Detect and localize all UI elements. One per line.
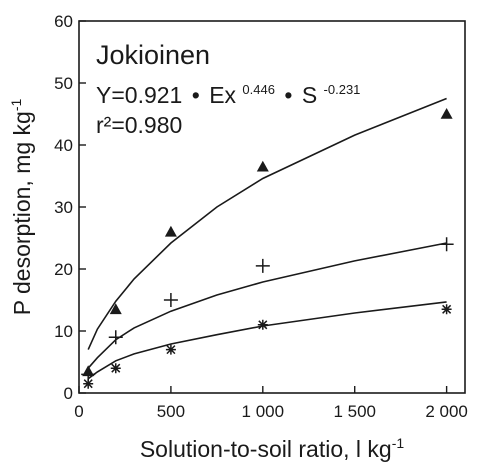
point-triangle [164, 225, 177, 237]
equation-dot-2: • [284, 82, 292, 108]
fit-line-star [87, 301, 447, 380]
point-star [441, 304, 452, 315]
fit-lines [87, 97, 447, 380]
x-tick-label: 500 [157, 402, 185, 421]
fit-line-triangle [87, 97, 447, 350]
y-tick-label: 60 [54, 12, 73, 31]
y-axis-title: P desorption, mg kg-1 [8, 98, 35, 315]
y-axis-title-exponent: -1 [8, 98, 24, 111]
point-plus [439, 237, 454, 252]
equation-coefficient: Y=0.921 [96, 82, 182, 108]
site-name: Jokioinen [96, 40, 210, 70]
point-plus [108, 330, 123, 345]
equation-dot: • [192, 82, 200, 108]
y-tick-label: 0 [64, 384, 73, 403]
x-tick-label: 1 500 [333, 402, 376, 421]
point-triangle [109, 303, 122, 315]
equation-ex: Ex [209, 82, 236, 108]
point-star [110, 363, 121, 374]
y-tick-label: 40 [54, 136, 73, 155]
point-triangle [256, 160, 269, 172]
point-plus [255, 258, 270, 273]
point-plus [163, 293, 178, 307]
axis-ticks: 0 500 1 000 1 500 2 000 0 10 20 30 40 50 60 [54, 12, 468, 421]
plot-frame [78, 20, 466, 394]
y-tick-label: 10 [54, 322, 73, 341]
point-star [83, 378, 94, 389]
data-markers [81, 108, 454, 389]
x-axis-title-text: Solution-to-soil ratio, l kg [140, 436, 392, 462]
y-tick-label: 20 [54, 260, 73, 279]
x-axis-title: Solution-to-soil ratio, l kg-1 [140, 435, 405, 462]
regression-equation: Y=0.921 • Ex 0.446 • S -0.231 [96, 73, 360, 108]
y-tick-label: 50 [54, 74, 73, 93]
y-tick-label: 30 [54, 198, 73, 217]
x-tick-label: 2 000 [425, 402, 468, 421]
equation-s-exponent: -0.231 [324, 82, 361, 97]
point-triangle [440, 108, 453, 119]
point-star [165, 344, 176, 355]
fit-line-plus [87, 242, 447, 369]
x-tick-label: 0 [74, 402, 83, 421]
point-star [257, 319, 268, 330]
equation-ex-exponent: 0.446 [242, 82, 275, 97]
x-axis-title-exponent: -1 [392, 435, 405, 451]
r-squared: r²=0.980 [96, 112, 182, 138]
equation-s: S [302, 82, 317, 108]
y-axis-title-text: P desorption, mg kg [9, 111, 35, 315]
annotation-block: Jokioinen Y=0.921 • Ex 0.446 • S -0.231 … [96, 40, 360, 138]
x-tick-label: 1 000 [242, 402, 285, 421]
